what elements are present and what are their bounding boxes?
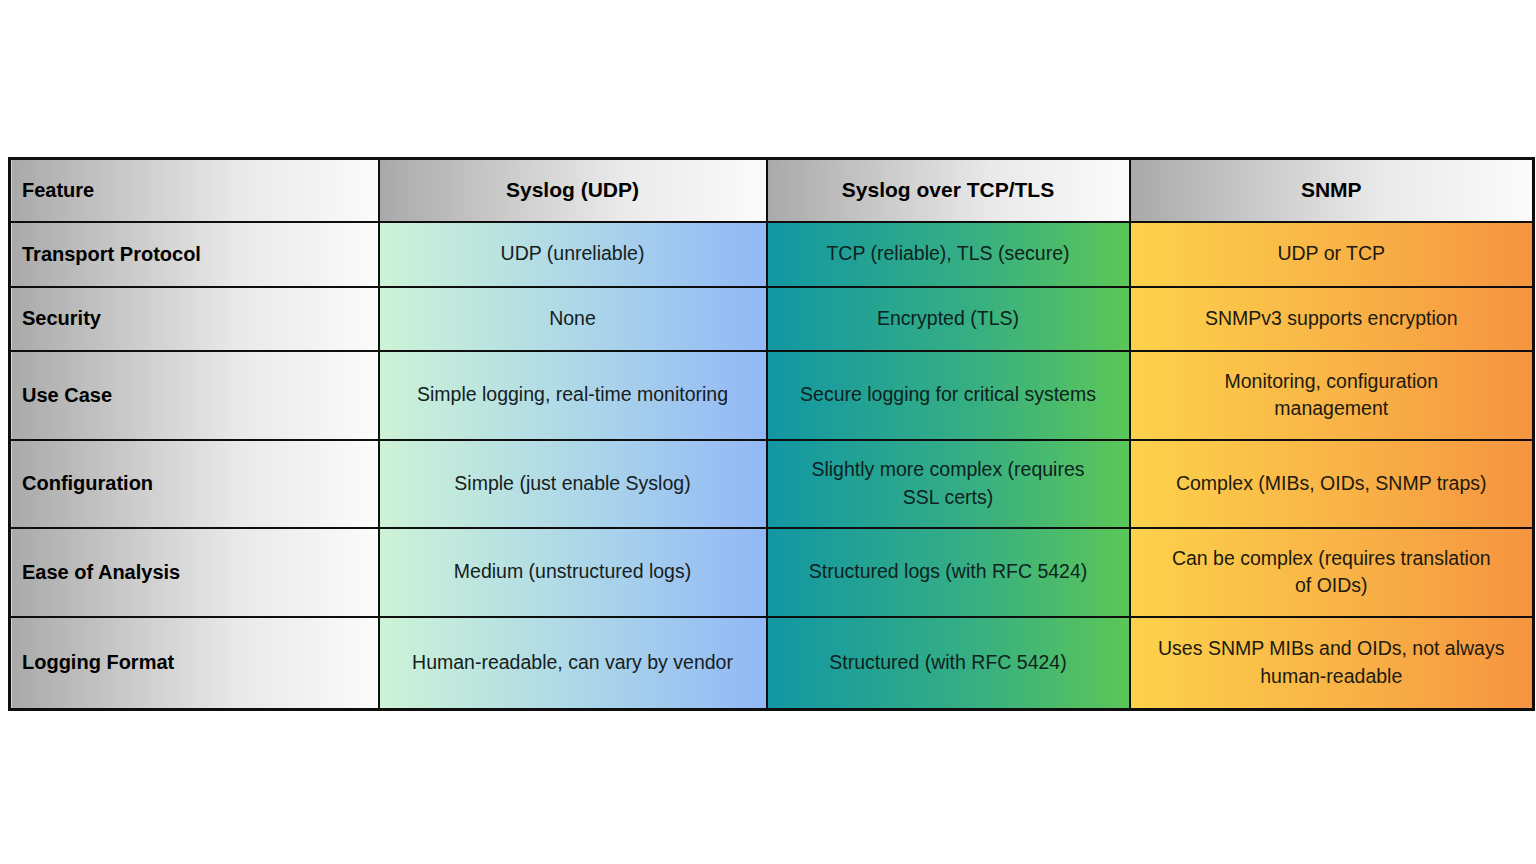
table-cell: UDP (unreliable)	[379, 222, 767, 287]
page: Feature Syslog (UDP) Syslog over TCP/TLS…	[0, 0, 1536, 864]
table-cell: TCP (reliable), TLS (secure)	[767, 222, 1130, 287]
table-cell: Secure logging for critical systems	[767, 351, 1130, 440]
table-cell: Simple (just enable Syslog)	[379, 440, 767, 528]
row-label: Security	[10, 287, 379, 351]
table-cell: Encrypted (TLS)	[767, 287, 1130, 351]
table-cell: Monitoring, configuration management	[1130, 351, 1534, 440]
table-row-configuration: Configuration Simple (just enable Syslog…	[10, 440, 1534, 528]
table-cell: Structured logs (with RFC 5424)	[767, 528, 1130, 617]
table-cell: SNMPv3 supports encryption	[1130, 287, 1534, 351]
table-header-row: Feature Syslog (UDP) Syslog over TCP/TLS…	[10, 159, 1534, 222]
row-label: Configuration	[10, 440, 379, 528]
table-cell: Slightly more complex (requires SSL cert…	[767, 440, 1130, 528]
comparison-table: Feature Syslog (UDP) Syslog over TCP/TLS…	[8, 157, 1535, 711]
table-row-transport-protocol: Transport Protocol UDP (unreliable) TCP …	[10, 222, 1534, 287]
table-cell: Simple logging, real-time monitoring	[379, 351, 767, 440]
table-cell: UDP or TCP	[1130, 222, 1534, 287]
row-label: Logging Format	[10, 617, 379, 710]
table-cell: Structured (with RFC 5424)	[767, 617, 1130, 710]
row-label: Transport Protocol	[10, 222, 379, 287]
table-cell: Human-readable, can vary by vendor	[379, 617, 767, 710]
column-header-syslog-udp: Syslog (UDP)	[379, 159, 767, 222]
table-cell: Medium (unstructured logs)	[379, 528, 767, 617]
table-row-logging-format: Logging Format Human-readable, can vary …	[10, 617, 1534, 710]
column-header-syslog-tcp-tls: Syslog over TCP/TLS	[767, 159, 1130, 222]
column-header-feature: Feature	[10, 159, 379, 222]
table-cell: Complex (MIBs, OIDs, SNMP traps)	[1130, 440, 1534, 528]
table-row-ease-of-analysis: Ease of Analysis Medium (unstructured lo…	[10, 528, 1534, 617]
column-header-snmp: SNMP	[1130, 159, 1534, 222]
table-cell: Can be complex (requires translation of …	[1130, 528, 1534, 617]
table-row-security: Security None Encrypted (TLS) SNMPv3 sup…	[10, 287, 1534, 351]
table-row-use-case: Use Case Simple logging, real-time monit…	[10, 351, 1534, 440]
table-cell: None	[379, 287, 767, 351]
row-label: Ease of Analysis	[10, 528, 379, 617]
table-cell: Uses SNMP MIBs and OIDs, not always huma…	[1130, 617, 1534, 710]
row-label: Use Case	[10, 351, 379, 440]
